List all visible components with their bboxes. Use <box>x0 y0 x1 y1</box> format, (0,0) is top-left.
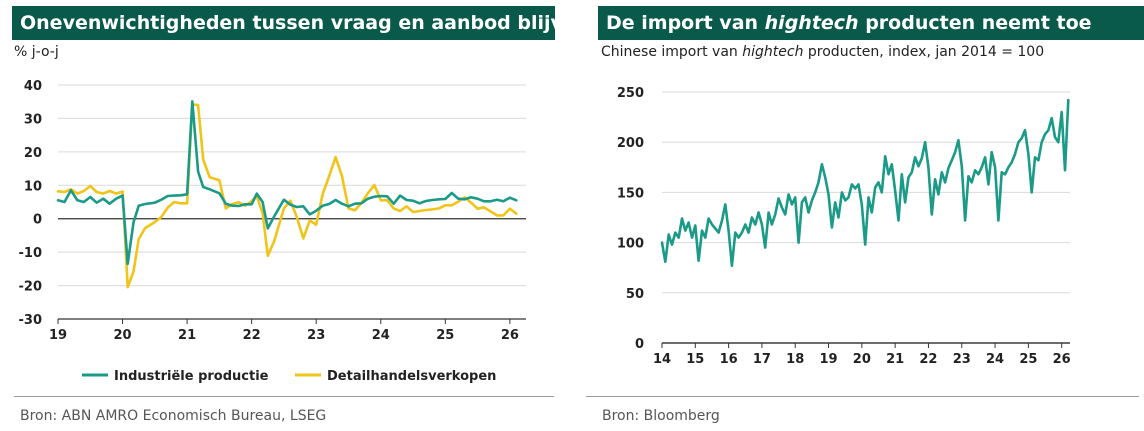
x-tick-label: 26 <box>501 328 519 343</box>
right-subtitle: Chinese import van hightech producten, i… <box>601 44 1044 60</box>
y-tick-label: -10 <box>19 246 43 261</box>
y-tick-label: 40 <box>24 79 42 94</box>
x-tick-label: 23 <box>953 352 971 367</box>
x-tick-label: 19 <box>49 328 67 343</box>
y-tick-label: 30 <box>24 112 42 127</box>
y-tick-label: 250 <box>617 86 644 101</box>
x-tick-label: 20 <box>853 352 871 367</box>
x-tick-label: 16 <box>720 352 738 367</box>
left-unit-label: % j-o-j <box>14 44 59 60</box>
x-tick-label: 24 <box>372 328 390 343</box>
legend-label-2: Detailhandelsverkopen <box>327 369 496 384</box>
y-tick-label: 50 <box>626 287 644 302</box>
legend-label-1: Industriële productie <box>114 369 269 384</box>
right-subtitle-em: hightech <box>742 44 804 60</box>
x-tick-label: 19 <box>819 352 837 367</box>
y-tick-label: 10 <box>24 179 42 194</box>
right-panel: De import van hightech producten neemt t… <box>586 0 1144 431</box>
y-tick-label: 200 <box>617 136 644 151</box>
right-subtitle-pre: Chinese import van <box>601 44 743 60</box>
x-tick-label: 25 <box>436 328 454 343</box>
x-tick-label: 24 <box>986 352 1004 367</box>
x-tick-label: 21 <box>178 328 196 343</box>
right-chart: 250 200 150 100 50 0 14 15 16 17 18 19 20 21 22 23 24 25 2… <box>617 86 1071 367</box>
x-tick-label: 14 <box>653 352 671 367</box>
y-tick-label: 0 <box>33 213 42 228</box>
right-subtitle-post: producten, index, jan 2014 = 100 <box>803 44 1045 60</box>
y-tick-label: -20 <box>19 280 43 295</box>
x-tick-label: 22 <box>243 328 261 343</box>
x-tick-label: 15 <box>686 352 704 367</box>
x-tick-label: 20 <box>114 328 132 343</box>
left-panel: Onevenwichtigheden tussen vraag en aanbo… <box>0 0 589 431</box>
left-source-divider <box>14 396 554 397</box>
y-tick-label: 150 <box>617 186 644 201</box>
x-tick-label: 17 <box>753 352 771 367</box>
y-tick-label: 20 <box>24 146 42 161</box>
left-chart: 40 30 20 10 0 -10 -20 -30 19 20 21 22 23 24 25 26 Indust… <box>19 79 526 384</box>
right-source-divider <box>586 396 1139 397</box>
right-title-post: producten neemt toe <box>858 12 1092 34</box>
x-tick-label: 25 <box>1019 352 1037 367</box>
x-tick-label: 22 <box>919 352 937 367</box>
y-tick-label: -30 <box>19 313 43 328</box>
x-tick-label: 23 <box>307 328 325 343</box>
x-tick-label: 26 <box>1053 352 1071 367</box>
right-source: Bron: Bloomberg <box>602 408 720 424</box>
x-tick-label: 21 <box>886 352 904 367</box>
y-tick-label: 100 <box>617 237 644 252</box>
right-title: De import van hightech producten neemt t… <box>598 6 1144 40</box>
y-tick-label: 0 <box>635 337 644 352</box>
left-source: Bron: ABN AMRO Economisch Bureau, LSEG <box>20 408 327 424</box>
right-title-em: hightech <box>764 12 859 34</box>
x-tick-label: 18 <box>786 352 804 367</box>
right-title-pre: De import van <box>606 12 765 34</box>
left-title: Onevenwichtigheden tussen vraag en aanbo… <box>12 6 589 40</box>
